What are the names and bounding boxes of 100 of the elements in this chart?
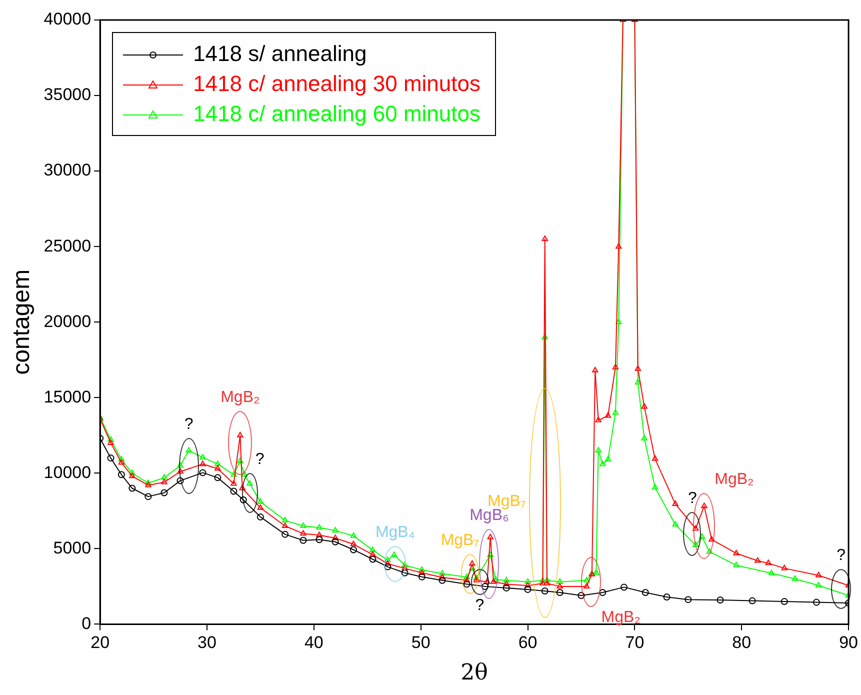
point bbox=[108, 439, 114, 445]
point bbox=[241, 471, 248, 477]
annotation: MgB₇ bbox=[440, 532, 480, 550]
x-tick-label: 20 bbox=[90, 633, 110, 652]
point bbox=[663, 594, 670, 601]
point bbox=[370, 551, 376, 557]
point bbox=[439, 570, 446, 576]
point bbox=[542, 236, 548, 242]
point bbox=[616, 243, 622, 249]
point bbox=[240, 496, 247, 504]
point bbox=[578, 592, 585, 599]
point bbox=[316, 536, 323, 544]
point bbox=[300, 530, 306, 536]
point bbox=[418, 566, 426, 572]
point bbox=[384, 560, 391, 566]
point bbox=[583, 582, 590, 588]
point bbox=[698, 533, 706, 539]
x-tick-label: 30 bbox=[198, 633, 216, 652]
point bbox=[502, 584, 510, 592]
y-tick-label: 40000 bbox=[44, 10, 92, 29]
annotation: MgB₂ bbox=[714, 471, 754, 490]
y-tick-label: 15000 bbox=[44, 387, 92, 406]
point bbox=[692, 525, 699, 531]
point bbox=[370, 546, 376, 552]
point bbox=[200, 460, 206, 466]
point bbox=[332, 534, 338, 540]
point bbox=[748, 597, 756, 604]
point bbox=[214, 465, 221, 471]
point bbox=[540, 576, 546, 582]
point bbox=[256, 513, 264, 520]
point bbox=[652, 484, 658, 490]
point bbox=[492, 576, 499, 582]
point bbox=[768, 570, 775, 576]
point bbox=[672, 500, 678, 506]
point bbox=[316, 524, 322, 530]
point bbox=[230, 488, 238, 495]
point bbox=[765, 560, 772, 566]
point bbox=[642, 588, 649, 596]
point bbox=[239, 484, 246, 490]
point bbox=[418, 569, 426, 575]
point bbox=[812, 598, 820, 606]
point bbox=[199, 469, 206, 476]
point bbox=[540, 580, 546, 586]
y-tick-label: 30000 bbox=[44, 160, 92, 180]
point bbox=[350, 546, 357, 554]
point bbox=[708, 536, 715, 542]
point bbox=[484, 578, 490, 584]
point bbox=[544, 576, 550, 582]
point bbox=[692, 542, 699, 548]
point bbox=[384, 556, 391, 562]
point bbox=[108, 436, 114, 442]
point bbox=[612, 364, 619, 370]
x-tick-label: 60 bbox=[518, 633, 538, 652]
point bbox=[438, 576, 446, 584]
point bbox=[503, 580, 510, 586]
point bbox=[469, 560, 476, 566]
annotation: MgB₄ bbox=[375, 524, 415, 542]
y-tick-label: 35000 bbox=[44, 85, 92, 104]
point bbox=[144, 493, 152, 500]
point bbox=[200, 454, 206, 460]
point bbox=[616, 318, 622, 324]
point bbox=[733, 562, 740, 568]
point bbox=[524, 578, 531, 584]
point bbox=[490, 578, 497, 584]
legend-label: 1418 c/ annealing 30 minutos bbox=[193, 71, 480, 96]
y-tick-label: 10000 bbox=[44, 462, 92, 482]
point bbox=[237, 458, 244, 464]
point bbox=[282, 530, 289, 538]
annotation: MgB₂ bbox=[220, 388, 260, 407]
point bbox=[463, 580, 470, 588]
point bbox=[634, 365, 641, 371]
x-tick-label: 50 bbox=[411, 633, 430, 652]
point bbox=[332, 527, 338, 533]
point bbox=[186, 447, 192, 453]
annotation: MgB₂ bbox=[601, 608, 640, 627]
point bbox=[620, 584, 628, 591]
point bbox=[652, 455, 658, 461]
point bbox=[177, 462, 184, 468]
point bbox=[332, 538, 339, 546]
point bbox=[641, 434, 648, 440]
point bbox=[595, 446, 602, 452]
legend-label: 1418 c/ annealing 60 minutos bbox=[193, 101, 480, 126]
point bbox=[257, 504, 264, 510]
annotation: ? bbox=[836, 547, 846, 566]
point bbox=[129, 470, 136, 476]
point bbox=[592, 366, 598, 372]
y-axis-title: contagem bbox=[8, 269, 36, 375]
point bbox=[282, 516, 288, 522]
point bbox=[177, 468, 184, 474]
point bbox=[230, 471, 237, 477]
point bbox=[754, 557, 761, 563]
annotation: ? bbox=[184, 416, 194, 434]
point bbox=[556, 588, 564, 596]
x-tick-label: 90 bbox=[839, 633, 858, 652]
point bbox=[503, 576, 510, 582]
point bbox=[541, 587, 548, 594]
point bbox=[464, 576, 470, 582]
annotation: MgB₇ bbox=[487, 493, 526, 510]
point bbox=[176, 477, 184, 484]
point bbox=[237, 432, 244, 438]
